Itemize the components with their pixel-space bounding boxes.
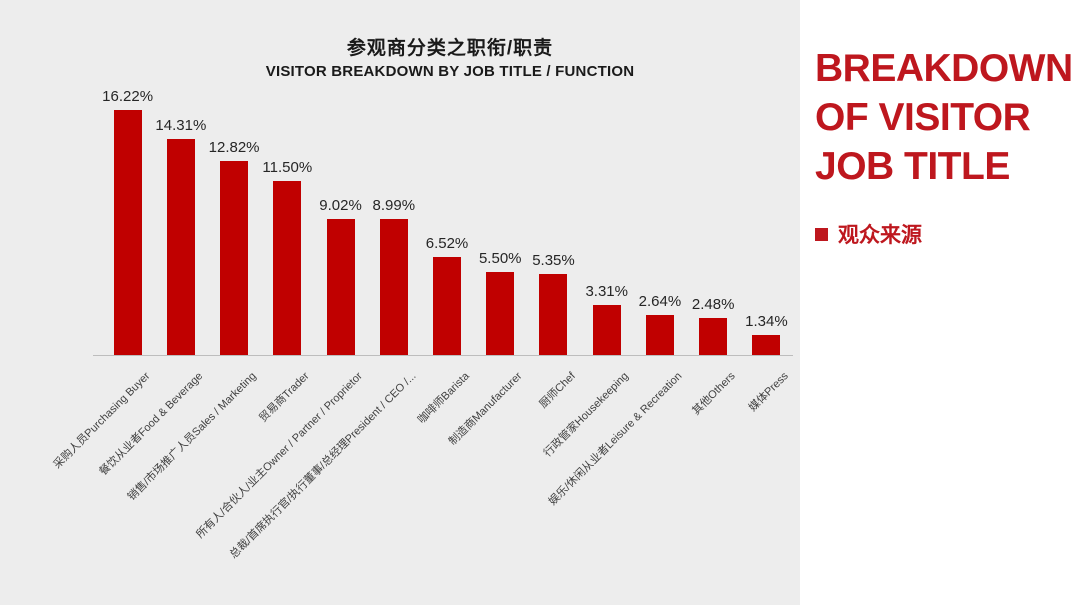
bar-value-label: 1.34% (745, 313, 788, 330)
bar (539, 274, 568, 355)
bar-chart: 16.22% 采购人员Purchasing Buyer 14.31% 餐饮从业者Foo… (51, 88, 793, 561)
bar-group: 6.52% 咖啡师Barista (416, 90, 473, 426)
bar-value-label: 12.82% (208, 139, 260, 156)
bar (113, 110, 142, 355)
bar-value-label: 8.99% (372, 197, 416, 214)
bar-value-label: 3.31% (585, 283, 628, 300)
bar-group: 8.99% 总裁/首席执行官/执行董事/总经理President / CEO /.… (228, 90, 420, 561)
bar (273, 181, 302, 355)
bar-value-label: 5.35% (532, 252, 575, 269)
bar-group: 2.64% 娱乐/休闲从业者Leisure & Recreation (547, 90, 686, 508)
bar-group: 12.82% 销售/市场推广人员Sales / Marketing (126, 90, 260, 503)
panel-heading: BREAKDOWN OF VISITOR JOB TITLE (815, 47, 1073, 188)
x-axis-line (93, 355, 793, 356)
chart-title-zh: 参观商分类之职衔/职责 (346, 38, 554, 59)
bar (326, 219, 355, 355)
legend-label: 观众来源 (838, 224, 922, 247)
bar-group: 14.31% 餐饮从业者Food & Beverage (98, 90, 207, 478)
legend-square-icon (815, 227, 828, 241)
bar (433, 257, 462, 355)
bar-group: 9.02% 所有人/合伙人/业主Owner / Partner / Proprie… (195, 90, 367, 541)
category-label: 媒体Press (747, 370, 792, 415)
bar-value-label: 14.31% (155, 117, 207, 134)
bar (486, 272, 515, 355)
bar-value-label: 2.64% (638, 293, 682, 310)
bar (166, 139, 195, 355)
bar-value-label: 16.22% (102, 88, 154, 105)
bar-group: 16.22% 采购人员Purchasing Buyer (51, 88, 154, 471)
category-label: 厨师Chef (537, 370, 579, 411)
chart-panel: 参观商分类之职衔/职责 VISITOR BREAKDOWN BY JOB TIT… (51, 38, 793, 561)
bar-group: 3.31% 行政管家Housekeeping (542, 90, 633, 459)
category-label: 采购人员Purchasing Buyer (51, 370, 153, 472)
bar-group: 2.48% 其他Others (687, 90, 740, 418)
bar (699, 318, 728, 355)
bar-value-label: 11.50% (262, 159, 313, 176)
bar (592, 305, 621, 355)
bar-value-label: 2.48% (691, 296, 735, 313)
category-label: 其他Others (690, 370, 738, 418)
legend-row: 观众来源 (815, 219, 1080, 249)
bar (379, 219, 408, 355)
category-label: 总裁/首席执行官/执行董事/总经理President / CEO /... (227, 370, 419, 561)
bar-group: 5.50% 制造商Manufacturer (447, 90, 527, 448)
bar (752, 335, 781, 355)
bar-value-label: 9.02% (319, 197, 362, 214)
side-panel: BREAKDOWN OF VISITOR JOB TITLE 观众来源 (800, 0, 1080, 605)
bar (645, 315, 674, 355)
bar (220, 161, 249, 355)
bar-group: 1.34% 媒体Press (740, 90, 793, 414)
chart-title-en: VISITOR BREAKDOWN BY JOB TITLE / FUNCTIO… (265, 63, 635, 80)
bar-group: 5.35% 厨师Chef (527, 90, 580, 411)
category-label: 餐饮从业者Food & Beverage (97, 370, 206, 479)
bar-value-label: 5.50% (478, 250, 522, 267)
bar-group: 11.50% 贸易商Trader (257, 90, 314, 425)
bar-value-label: 6.52% (425, 235, 469, 252)
